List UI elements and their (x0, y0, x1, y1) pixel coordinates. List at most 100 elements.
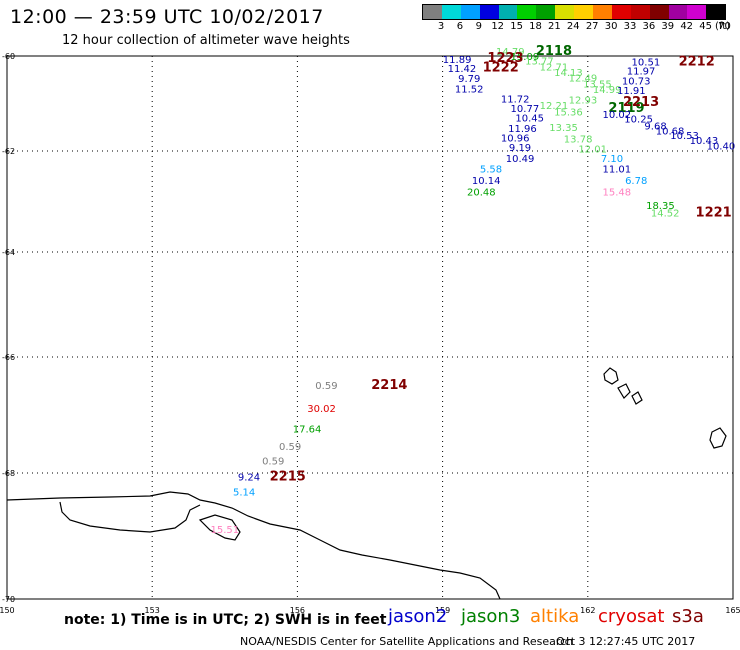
legend-swatch (668, 5, 688, 19)
legend-swatch (536, 5, 556, 19)
wave-height-label: 10.51 (632, 58, 661, 69)
wave-height-label: 12.21 (540, 101, 569, 112)
legend-swatch (630, 5, 650, 19)
wave-height-label: 15.09 (511, 52, 540, 63)
longitude-label: 162 (580, 606, 595, 615)
wave-height-label: 0.59 (279, 442, 301, 453)
coastline-islet (198, 514, 241, 541)
latitude-label: -60 (2, 52, 15, 61)
legend-swatch (498, 5, 518, 19)
legend-swatch (611, 5, 631, 19)
wave-height-label: 12.93 (569, 96, 598, 107)
wave-height-label: 15.48 (603, 187, 632, 198)
satellite-name: jason2 (388, 606, 448, 627)
legend-swatch (423, 5, 442, 19)
coastline-inlet (59, 501, 201, 533)
wave-height-label: 30.02 (307, 404, 336, 415)
footer-note: note: 1) Time is in UTC; 2) SWH is in fe… (64, 612, 387, 628)
track-time-label: 2214 (371, 378, 407, 393)
track-time-label: 2212 (679, 55, 715, 70)
track-time-label: 2215 (270, 470, 306, 485)
wave-height-label: 11.01 (603, 165, 632, 176)
island (603, 367, 619, 385)
latitude-label: -64 (2, 248, 15, 257)
legend-label: 6 (456, 21, 464, 32)
track-time-label: 2118 (536, 44, 572, 59)
latitude-label: -68 (2, 469, 15, 478)
track-time-label: 1223 (487, 51, 523, 66)
wave-height-label: 10.43 (690, 136, 719, 147)
longitude-label: 153 (145, 606, 160, 615)
wave-height-label: 14.13 (554, 68, 583, 79)
wave-height-label: 10.25 (624, 115, 653, 126)
wave-height-label: 9.68 (644, 122, 666, 133)
wave-height-label: 10.77 (511, 104, 540, 115)
legend-label: 21 (548, 21, 561, 32)
wave-height-label: 7.10 (601, 154, 623, 165)
track-time-label: 2213 (623, 95, 659, 110)
page-title: 12:00 — 23:59 UTC 10/02/2017 (10, 6, 324, 28)
track-time-label: 2119 (608, 101, 644, 116)
wave-height-label: 10.49 (506, 154, 535, 165)
plot-frame (6, 55, 734, 600)
wave-height-label: 11.91 (617, 86, 646, 97)
satellite-name: s3a (672, 606, 704, 627)
wave-height-label: 11.42 (448, 64, 477, 75)
wave-height-label: 10.68 (656, 126, 685, 137)
legend-label: 15 (510, 21, 523, 32)
latitude-label: -70 (2, 595, 15, 604)
legend-swatch (593, 5, 612, 19)
credit-text: NOAA/NESDIS Center for Satellite Applica… (240, 635, 574, 648)
track-time-label: 1222 (483, 61, 519, 76)
legend-swatch (441, 5, 461, 19)
wave-height-label: 11.72 (501, 95, 530, 106)
island (617, 383, 631, 399)
legend-label: 24 (566, 21, 580, 32)
legend-swatch (687, 5, 707, 19)
wave-height-label: 14.99 (593, 85, 622, 96)
wave-height-label: 13.77 (525, 57, 554, 68)
wave-height-label: 6.78 (625, 176, 647, 187)
wave-height-label: 17.64 (293, 424, 322, 435)
legend-label: 9 (475, 21, 482, 32)
legend-swatch (460, 5, 480, 19)
legend-label: 33 (623, 21, 637, 32)
legend-swatch (479, 5, 499, 19)
legend-swatch (706, 5, 726, 19)
wave-height-label: 11.97 (627, 67, 656, 78)
wave-height-label: 10.73 (622, 77, 651, 88)
longitude-label: 150 (0, 606, 15, 615)
legend-label: 18 (529, 21, 542, 32)
wave-height-label: 13.35 (549, 123, 578, 134)
wave-height-label: 10.02 (603, 110, 632, 121)
wave-height-label: 9.79 (458, 74, 480, 85)
longitude-label: 156 (290, 606, 305, 615)
track-time-label: 1221 (696, 206, 732, 221)
satellite-name: cryosat (598, 606, 665, 627)
wave-height-label: 13.78 (564, 134, 593, 145)
wave-height-label: 15.51 (210, 525, 239, 536)
wave-height-label: 10.53 (670, 131, 699, 142)
legend-swatch (555, 5, 575, 19)
wave-height-label: 10.40 (707, 142, 736, 153)
island (709, 427, 727, 449)
satellite-name: altika (530, 606, 580, 627)
legend-unit: (ft) (715, 21, 731, 32)
legend-label: 45 (699, 21, 712, 32)
longitude-label: 165 (725, 606, 740, 615)
wave-height-label: 9.24 (238, 473, 260, 484)
wave-height-label: 14.52 (651, 209, 680, 220)
legend-swatch (517, 5, 537, 19)
latitude-label: -66 (2, 353, 15, 362)
legend-label: 12 (491, 21, 505, 32)
timestamp-text: Oct 3 12:27:45 UTC 2017 (556, 635, 696, 648)
page-subtitle: 12 hour collection of altimeter wave hei… (62, 33, 350, 48)
wave-height-label: 9.19 (509, 143, 531, 154)
wave-height-label: 15.36 (554, 107, 583, 118)
wave-height-label: 0.59 (315, 381, 337, 392)
wave-height-label: 12.01 (578, 145, 607, 156)
wave-height-label: 11.52 (455, 85, 484, 96)
latitude-label: -62 (2, 147, 15, 156)
